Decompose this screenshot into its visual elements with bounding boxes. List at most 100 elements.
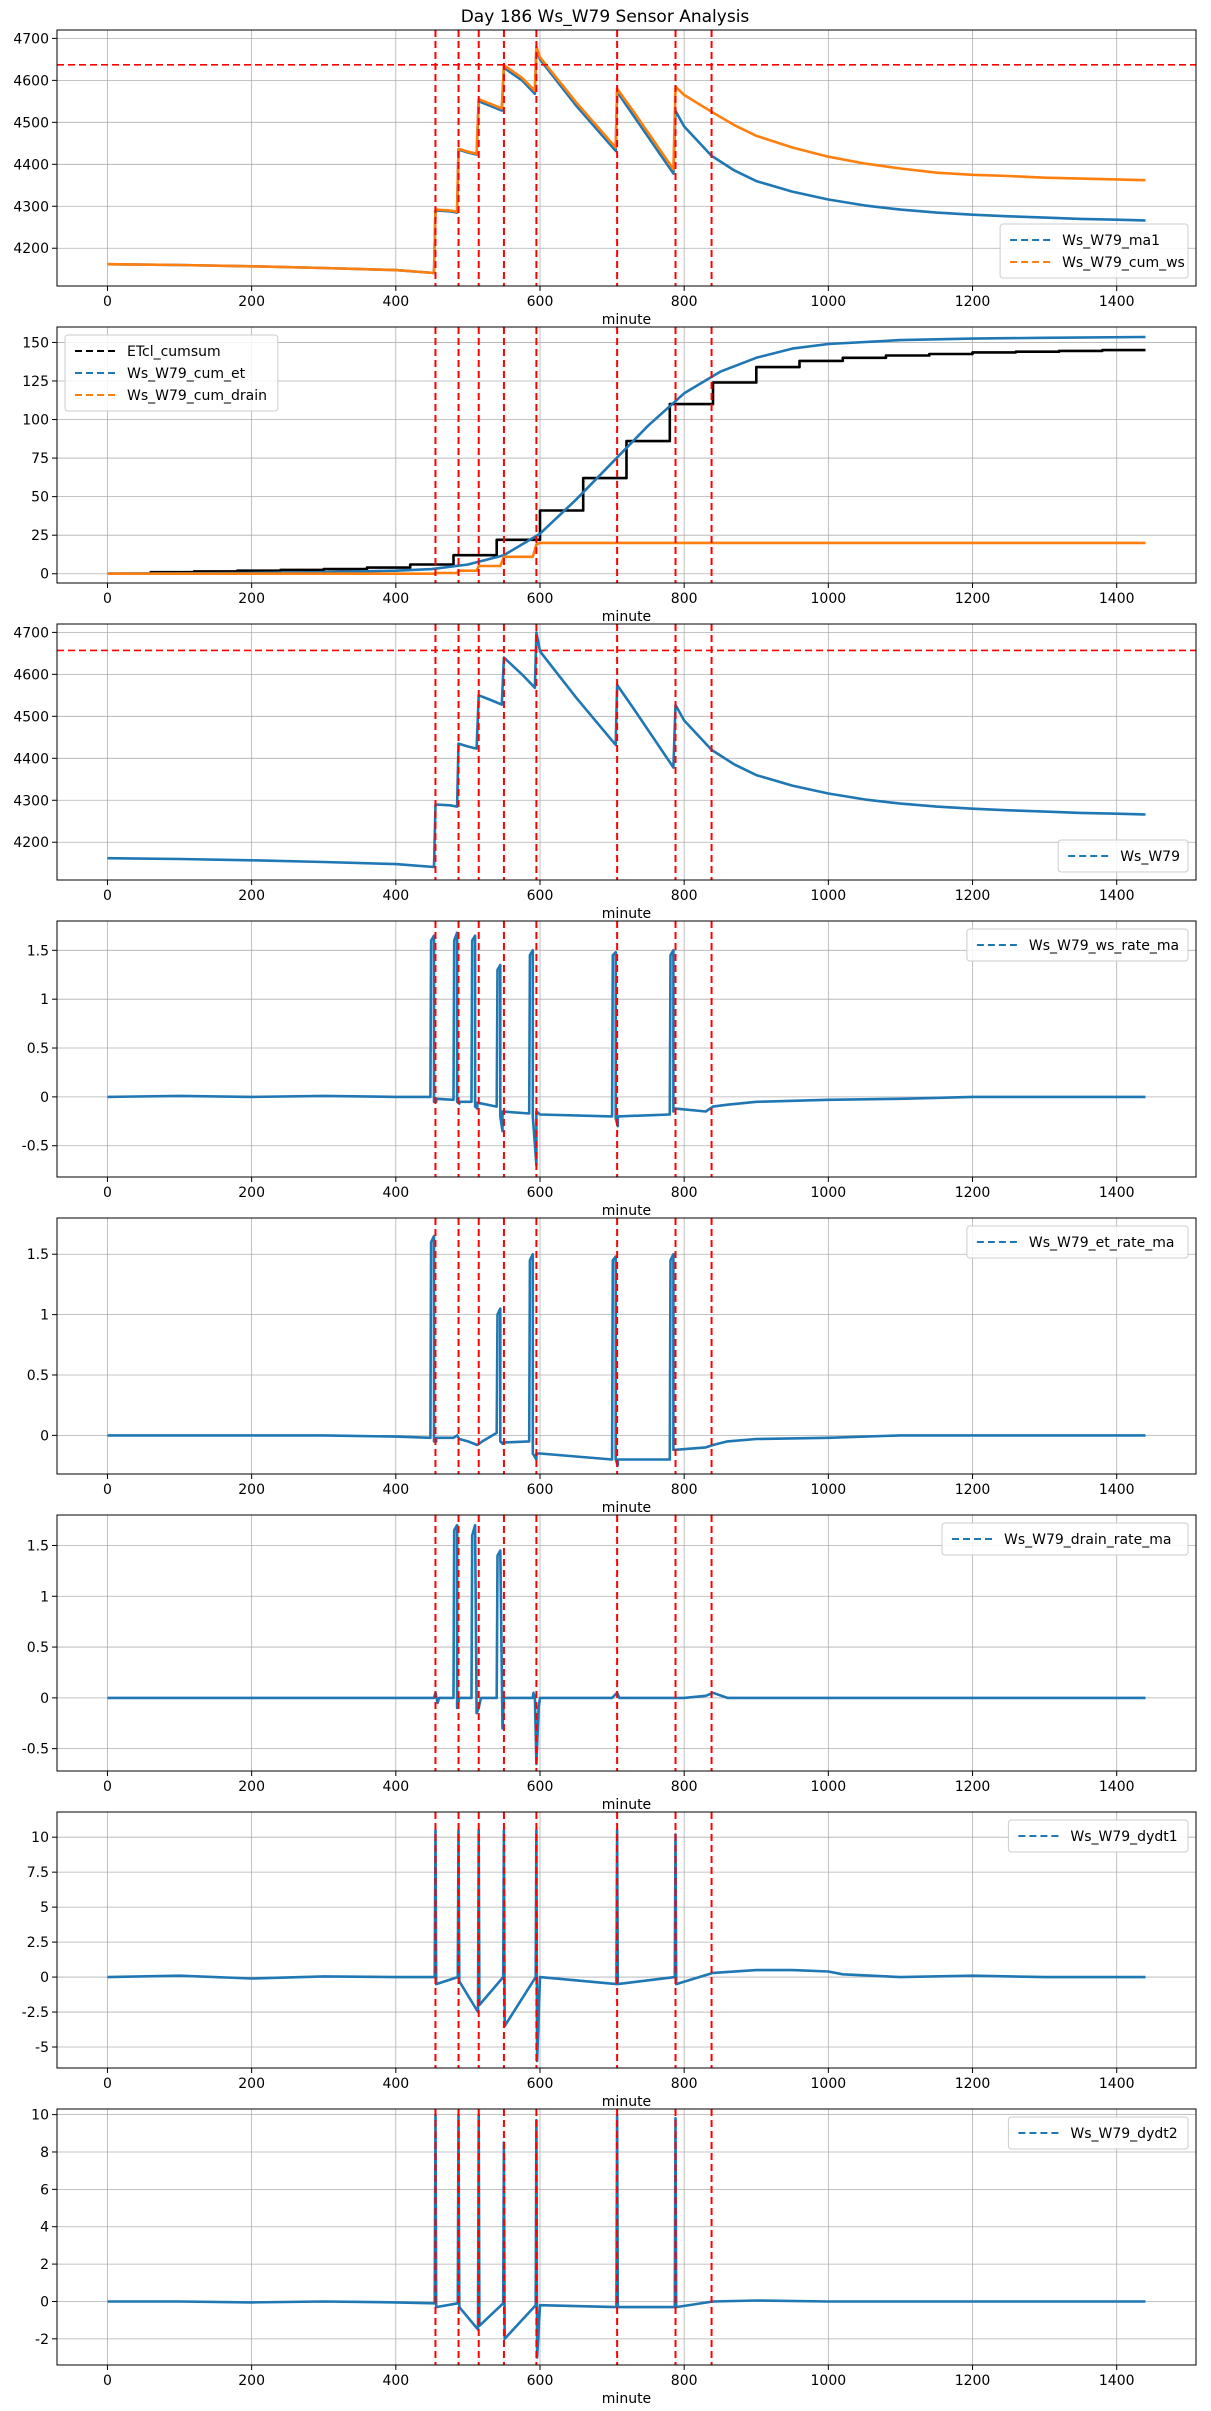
x-axis-label: minute xyxy=(602,2094,651,2110)
x-tick-label: 800 xyxy=(671,1185,698,1201)
x-tick-label: 200 xyxy=(238,1185,265,1201)
y-tick-label: 10 xyxy=(31,1830,49,1846)
y-tick-label: 0 xyxy=(40,1970,49,1986)
x-tick-label: 800 xyxy=(671,1779,698,1795)
x-tick-label: 400 xyxy=(382,1482,409,1498)
y-tick-label: 4200 xyxy=(13,241,49,257)
x-tick-label: 600 xyxy=(527,1185,554,1201)
x-tick-label: 0 xyxy=(103,591,112,607)
series-group xyxy=(57,624,1196,880)
x-tick-label: 600 xyxy=(527,2076,554,2092)
x-tick-label: 0 xyxy=(103,1482,112,1498)
axes-frame xyxy=(56,326,1197,584)
y-tick-label: 4300 xyxy=(13,793,49,809)
y-tick-label: 0.5 xyxy=(27,1041,49,1057)
y-tick-label: -2 xyxy=(35,2332,49,2348)
x-tick-label: 1200 xyxy=(955,888,991,904)
axes-frame xyxy=(56,29,1197,287)
x-tick-label: 200 xyxy=(238,2076,265,2092)
x-tick-label: 600 xyxy=(527,294,554,310)
y-tick-label: 0 xyxy=(40,567,49,583)
y-tick-label: 4700 xyxy=(13,31,49,47)
x-tick-label: 800 xyxy=(671,2373,698,2389)
y-tick-label: 100 xyxy=(22,413,49,429)
x-tick-label: 1000 xyxy=(811,2076,847,2092)
x-tick-label: 1200 xyxy=(955,2076,991,2092)
x-tick-label: 600 xyxy=(527,2373,554,2389)
panel-ws-rate: 0 200 400 600 800 1000 1200 1400 -0.5 0 0.5 1 1.5 min… xyxy=(22,920,1197,1219)
x-tick-label: 600 xyxy=(527,1482,554,1498)
y-tick-label: 10 xyxy=(31,2108,49,2124)
panel-ws-ma: 0 200 400 600 800 1000 1200 1400 4200 4300 4400 450… xyxy=(13,29,1197,328)
series-group xyxy=(107,1515,1146,1771)
y-tick-label: 8 xyxy=(40,2145,49,2161)
legend: Ws_W79_dydt2 xyxy=(1007,2116,1189,2150)
y-tick-label: 4600 xyxy=(13,73,49,89)
y-tick-label: 1.5 xyxy=(27,943,49,959)
series-line-Ws_W79_dydt2 xyxy=(107,2113,1146,2359)
x-tick-label: 1200 xyxy=(955,294,991,310)
legend-label: Ws_W79_cum_et xyxy=(127,366,246,382)
series-line-Ws_W79_dydt1 xyxy=(107,1828,1146,2063)
y-tick-label: 1.5 xyxy=(27,1247,49,1263)
axes-frame xyxy=(56,920,1197,1178)
x-tick-label: 400 xyxy=(382,1779,409,1795)
legend-box xyxy=(1007,2116,1189,2150)
y-tick-label: 4500 xyxy=(13,709,49,725)
series-line-Ws_W79_cum_drain xyxy=(107,541,1146,576)
y-tick-label: 4700 xyxy=(13,625,49,641)
x-tick-label: 1400 xyxy=(1099,888,1135,904)
x-tick-label: 1000 xyxy=(811,1779,847,1795)
y-tick-label: 2 xyxy=(40,2257,49,2273)
x-axis-label: minute xyxy=(602,1797,651,1813)
y-tick-label: 2.5 xyxy=(27,1935,49,1951)
y-tick-label: 0 xyxy=(40,2294,49,2310)
legend-label: Ws_W79_cum_ws xyxy=(1062,255,1185,271)
y-tick-label: 0 xyxy=(40,1428,49,1444)
y-tick-label: 150 xyxy=(22,335,49,351)
panel-dydt1: 0 200 400 600 800 1000 1200 1400 -5 -2.5 0 2.5 5 7.5 1… xyxy=(22,1811,1197,2110)
x-tick-label: 1200 xyxy=(955,2373,991,2389)
x-tick-label: 1000 xyxy=(811,2373,847,2389)
panel-drain-rate: 0 200 400 600 800 1000 1200 1400 -0.5 0 0.5 1 1.5 min… xyxy=(22,1514,1197,1813)
x-tick-label: 800 xyxy=(671,294,698,310)
panel-et-rate: 0 200 400 600 800 1000 1200 1400 0 0.5 1 1.5 minute W… xyxy=(27,1217,1197,1516)
y-tick-label: 6 xyxy=(40,2182,49,2198)
x-tick-label: 1200 xyxy=(955,591,991,607)
x-tick-label: 1000 xyxy=(811,1482,847,1498)
x-axis-label: minute xyxy=(602,2391,651,2407)
series-line-Ws_W79_ma1 xyxy=(107,47,1146,275)
series-line-Ws_W79_drain_rate_ma xyxy=(107,1523,1146,1766)
x-tick-label: 400 xyxy=(382,591,409,607)
x-tick-label: 400 xyxy=(382,294,409,310)
x-tick-label: 1400 xyxy=(1099,1185,1135,1201)
y-tick-label: 0 xyxy=(40,1090,49,1106)
series-line-Ws_W79_cum_et xyxy=(107,335,1146,575)
legend: Ws_W79_ws_rate_ma xyxy=(966,928,1189,962)
legend-box xyxy=(966,928,1189,962)
x-tick-label: 0 xyxy=(103,2373,112,2389)
x-tick-label: 1400 xyxy=(1099,1779,1135,1795)
legend-box xyxy=(1007,1819,1189,1853)
y-tick-label: -0.5 xyxy=(22,1139,49,1155)
legend: Ws_W79 xyxy=(1057,839,1189,873)
legend: ETcl_cumsum Ws_W79_cum_et Ws_W79_cum_drain xyxy=(64,334,279,412)
series-line-Ws_W79_cum_ws xyxy=(107,45,1146,275)
x-tick-label: 1400 xyxy=(1099,294,1135,310)
axes-frame xyxy=(56,1811,1197,2069)
legend-box xyxy=(966,1225,1189,1259)
y-tick-label: 75 xyxy=(31,451,49,467)
axes-frame xyxy=(56,623,1197,881)
x-tick-label: 400 xyxy=(382,2076,409,2092)
legend-label: Ws_W79_et_rate_ma xyxy=(1029,1235,1175,1251)
legend-label: Ws_W79 xyxy=(1120,849,1180,865)
series-group xyxy=(107,2109,1146,2365)
y-tick-label: 1.5 xyxy=(27,1538,49,1554)
series-group xyxy=(107,327,1146,583)
figure-title: Day 186 Ws_W79 Sensor Analysis xyxy=(461,7,750,27)
legend-label: Ws_W79_drain_rate_ma xyxy=(1004,1532,1171,1548)
x-tick-label: 400 xyxy=(382,2373,409,2389)
x-tick-label: 600 xyxy=(527,888,554,904)
series-group xyxy=(57,30,1196,286)
